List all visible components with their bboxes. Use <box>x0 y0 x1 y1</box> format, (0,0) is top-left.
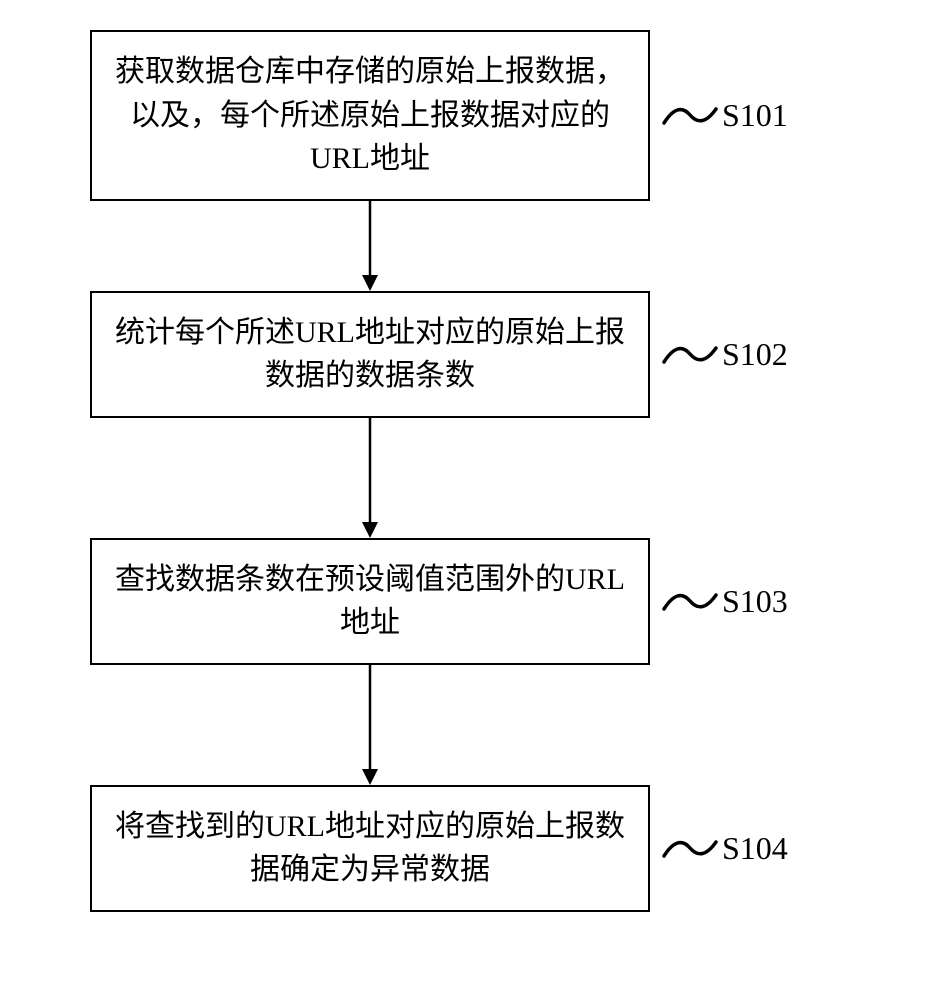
flow-step-row: 查找数据条数在预设阈值范围外的URL地址 S103 <box>30 538 920 665</box>
step-label: S102 <box>722 336 788 373</box>
flow-step-row: 获取数据仓库中存储的原始上报数据，以及，每个所述原始上报数据对应的URL地址 S… <box>30 30 920 201</box>
flow-step-box: 统计每个所述URL地址对应的原始上报数据的数据条数 <box>90 291 650 418</box>
flow-arrow <box>30 418 920 538</box>
flow-arrow <box>30 665 920 785</box>
step-label: S101 <box>722 97 788 134</box>
flow-step-box: 查找数据条数在预设阈值范围外的URL地址 <box>90 538 650 665</box>
step-label-wrap: S104 <box>660 828 788 868</box>
flow-arrow <box>30 201 920 291</box>
flow-step-row: 将查找到的URL地址对应的原始上报数据确定为异常数据 S104 <box>30 785 920 912</box>
step-label: S104 <box>722 830 788 867</box>
step-label-wrap: S103 <box>660 581 788 621</box>
flow-step-box: 将查找到的URL地址对应的原始上报数据确定为异常数据 <box>90 785 650 912</box>
flow-step-row: 统计每个所述URL地址对应的原始上报数据的数据条数 S102 <box>30 291 920 418</box>
step-label-wrap: S102 <box>660 334 788 374</box>
flow-step-box: 获取数据仓库中存储的原始上报数据，以及，每个所述原始上报数据对应的URL地址 <box>90 30 650 201</box>
step-label-wrap: S101 <box>660 95 788 135</box>
step-label: S103 <box>722 583 788 620</box>
